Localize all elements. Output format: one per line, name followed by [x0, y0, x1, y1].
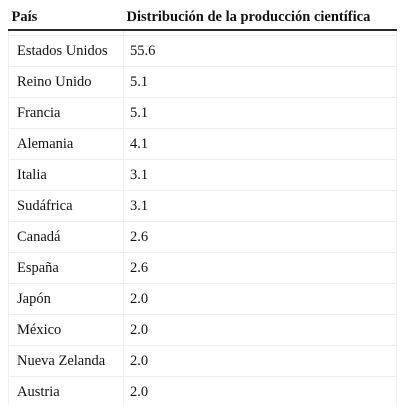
cell-value: 2.0 [123, 283, 397, 315]
table-row: Austria 2.0 [8, 376, 397, 405]
cell-country: Nueva Zelanda [8, 345, 124, 377]
cell-value: 5.1 [123, 97, 397, 129]
header-country: País [8, 6, 124, 31]
table-row: Nueva Zelanda 2.0 [8, 345, 397, 377]
cell-value: 2.0 [123, 314, 397, 346]
cell-country: Reino Unido [8, 66, 124, 98]
table-row: Japón 2.0 [8, 283, 397, 315]
table-row: Sudáfrica 3.1 [8, 190, 397, 222]
cell-value: 2.6 [123, 252, 397, 284]
cell-value: 5.1 [123, 66, 397, 98]
cell-country: Japón [8, 283, 124, 315]
table-row: México 2.0 [8, 314, 397, 346]
cell-country: Francia [8, 97, 124, 129]
cell-value: 2.6 [123, 221, 397, 253]
table-row: Reino Unido 5.1 [8, 66, 397, 98]
cell-country: España [8, 252, 124, 284]
table-row: Francia 5.1 [8, 97, 397, 129]
cell-country: Austria [8, 376, 124, 405]
table-row: Italia 3.1 [8, 159, 397, 191]
table-row: Canadá 2.6 [8, 221, 397, 253]
cell-country: Canadá [8, 221, 124, 253]
cell-value: 3.1 [123, 159, 397, 191]
cell-value: 55.6 [123, 35, 397, 67]
header-row: País Distribución de la producción cient… [8, 6, 397, 31]
cell-value: 3.1 [123, 190, 397, 222]
header-spacer [8, 30, 397, 36]
cell-country: México [8, 314, 124, 346]
table-header: País Distribución de la producción cient… [8, 6, 397, 31]
cell-country: Alemania [8, 128, 124, 160]
cell-value: 2.0 [123, 345, 397, 377]
table-body: Estados Unidos 55.6 Reino Unido 5.1 Fran… [8, 30, 397, 405]
cell-country: Italia [8, 159, 124, 191]
cell-value: 4.1 [123, 128, 397, 160]
cell-country: Estados Unidos [8, 35, 124, 67]
header-distribution: Distribución de la producción científica [123, 6, 397, 31]
table-row: Alemania 4.1 [8, 128, 397, 160]
table-row: Estados Unidos 55.6 [8, 35, 397, 67]
table-row: España 2.6 [8, 252, 397, 284]
cell-country: Sudáfrica [8, 190, 124, 222]
data-table: País Distribución de la producción cient… [8, 6, 397, 405]
cell-value: 2.0 [123, 376, 397, 405]
